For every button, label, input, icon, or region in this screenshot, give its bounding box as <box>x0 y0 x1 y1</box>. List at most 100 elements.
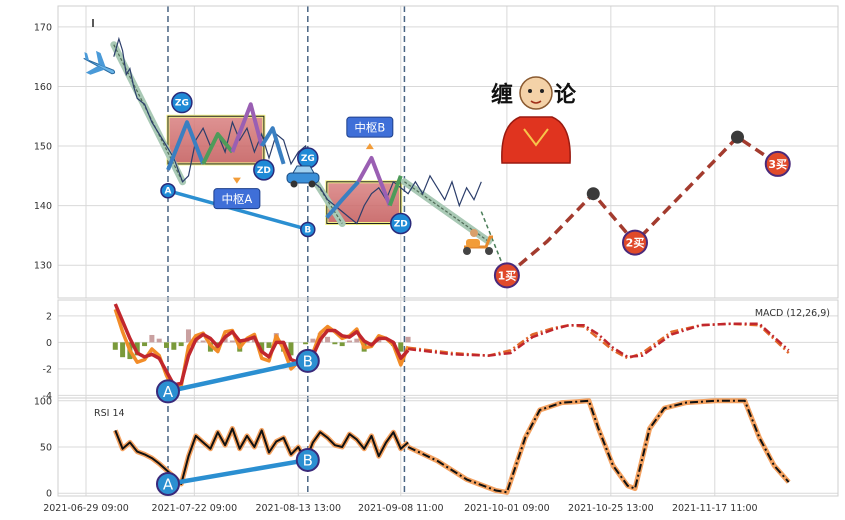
rsi-halo <box>112 426 410 487</box>
arrow-icon <box>365 143 374 150</box>
scooter-wheel <box>485 247 493 255</box>
sell-point-dot <box>586 187 600 201</box>
stroke-segment <box>325 180 360 219</box>
scooter-wheel <box>463 247 471 255</box>
stroke-segment <box>387 175 403 207</box>
stroke-segment <box>356 156 392 207</box>
macd-divergence-line <box>167 358 309 394</box>
y-tick-label: 50 <box>40 443 52 454</box>
macd-histogram-bar <box>339 342 345 347</box>
point-bubble-label: ZG <box>175 99 189 109</box>
macd-histogram-bar <box>134 342 140 356</box>
x-tick-label: 2021-07-22 09:00 <box>152 503 238 514</box>
arrow-icon <box>232 177 241 184</box>
y-tick-label: 160 <box>34 82 52 93</box>
rsi-point-a <box>155 471 180 496</box>
macd-histogram-bar <box>229 340 235 343</box>
center-label-b: 中枢B <box>354 121 385 135</box>
car-icon <box>286 165 320 188</box>
point-bubble-label: ZG <box>301 154 315 164</box>
macd-histogram-bar <box>164 342 170 348</box>
macd-histogram-bar <box>259 342 265 352</box>
monk-robe-trim <box>523 128 549 147</box>
airplane-wing <box>85 66 106 75</box>
macd-histogram-bar <box>149 334 155 343</box>
stroke-segment <box>230 102 264 153</box>
buy-signal-label: 3买 <box>768 158 787 171</box>
rsi-point-label: A <box>163 475 174 493</box>
car-wheel <box>290 180 298 188</box>
macd-histogram-bar <box>156 338 162 343</box>
buy-signal-label: 2买 <box>626 237 645 250</box>
buy-signal-3买 <box>764 150 791 177</box>
point-bubble-label: A <box>164 187 171 197</box>
point-bubble-zd <box>253 159 275 181</box>
buy-signal-1买 <box>493 262 520 289</box>
macd-histogram-bar <box>112 342 118 350</box>
airplane-wing <box>96 50 106 68</box>
buy-signal-2买 <box>622 229 648 256</box>
panel-frame-price <box>57 5 839 299</box>
monk-text-left: 缠 <box>491 82 513 108</box>
macd-histogram-bar <box>288 342 294 356</box>
monk-eye <box>540 89 544 93</box>
car-wheel <box>308 180 316 188</box>
x-tick-label: 2021-06-29 09:00 <box>43 503 129 514</box>
center-label-a-box <box>213 188 261 210</box>
macd-histogram-bar <box>310 338 316 343</box>
macd-histogram-bar <box>354 338 360 343</box>
airplane-body <box>83 57 116 75</box>
macd-histogram-bar <box>142 342 148 347</box>
y-tick-label: 150 <box>34 142 52 153</box>
point-bubble-a <box>160 182 176 199</box>
y-tick-label: 0 <box>46 338 52 349</box>
macd-histogram-bar <box>171 342 177 350</box>
y-tick-label: -2 <box>43 364 52 375</box>
y-tick-label: 140 <box>34 201 52 212</box>
x-tick-label: 2021-10-01 09:00 <box>464 503 550 514</box>
monk-robe <box>501 116 571 164</box>
sell-point-dot <box>730 130 744 144</box>
forecast-line <box>505 134 779 277</box>
monk-mouth <box>530 100 542 104</box>
y-tick-label: 100 <box>34 396 52 407</box>
macd-histogram-bar <box>405 336 411 343</box>
macd-histogram-bar <box>332 342 338 345</box>
rsi-point-label: B <box>303 451 313 469</box>
center-label-a: 中枢A <box>221 192 252 206</box>
x-tick-label: 2021-09-08 11:00 <box>358 503 444 514</box>
macd-point-b <box>295 348 320 373</box>
y-tick-label: 0 <box>46 489 52 500</box>
macd-histogram-bar <box>266 342 272 348</box>
point-bubble-label: B <box>304 225 311 235</box>
macd-forecast-line <box>407 322 790 359</box>
macd-histogram-bar <box>398 342 404 352</box>
x-tick-label: 2021-08-13 13:00 <box>255 503 341 514</box>
scooter-rider-head <box>470 229 478 237</box>
car-window <box>292 165 315 174</box>
stroke-segment <box>166 120 205 171</box>
stroke-segment <box>201 132 234 165</box>
point-bubble-zd <box>390 212 412 235</box>
point-bubble-label: ZD <box>394 220 408 230</box>
airplane-tail <box>84 52 90 61</box>
macd-forecast-line <box>407 322 790 360</box>
y-tick-label: 130 <box>34 261 52 272</box>
panel-frame-rsi <box>57 397 839 497</box>
macd-title: MACD (12,26,9) <box>755 308 830 319</box>
macd-histogram-bar <box>347 340 353 343</box>
scooter-icon <box>463 229 493 255</box>
center-label-b-box <box>346 116 394 138</box>
x-tick-label: 2021-10-25 13:00 <box>568 503 654 514</box>
monk-eye <box>528 89 532 93</box>
macd-point-label: B <box>303 352 313 370</box>
macd-histogram-bar <box>185 329 191 343</box>
rsi-divergence-line <box>167 457 309 487</box>
monk-head <box>519 76 553 110</box>
macd-histogram-bar <box>325 336 331 343</box>
macd-histogram-bar <box>120 342 126 358</box>
stroke-segment <box>259 126 286 165</box>
buy-signal-label: 1买 <box>498 269 517 282</box>
scooter-body <box>466 239 480 247</box>
